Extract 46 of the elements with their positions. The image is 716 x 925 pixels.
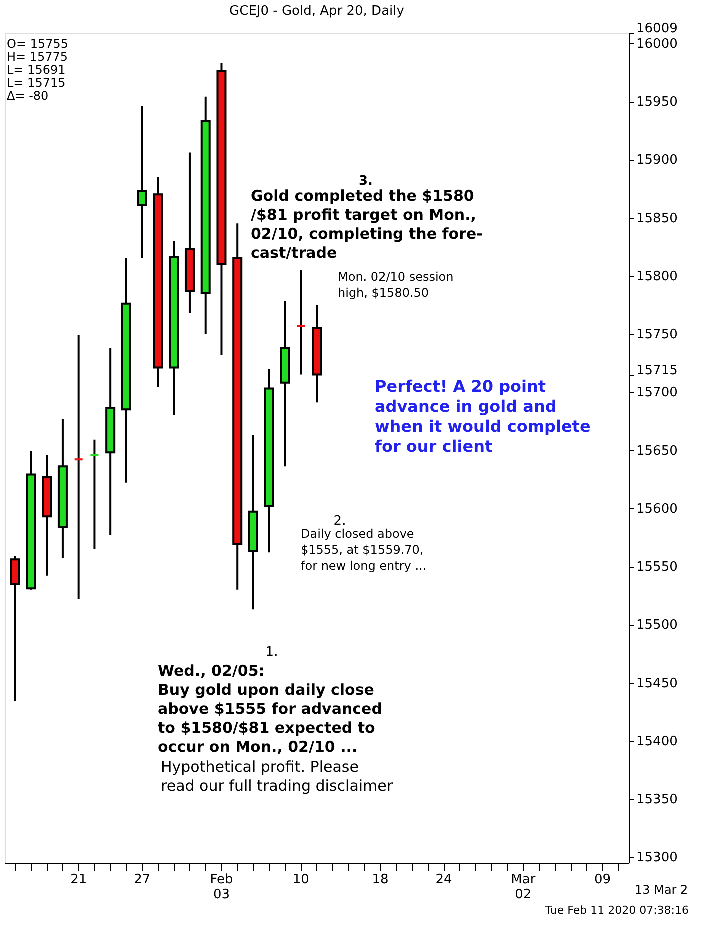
y-tick-label: 15350 — [636, 792, 678, 808]
text: Tue Feb 11 2020 07:38:16 — [544, 904, 689, 917]
annotation: L= 15691 — [7, 63, 66, 77]
x-tick-label: Feb 03 — [210, 872, 234, 902]
annotation: H= 15775 — [7, 50, 68, 64]
annotation: L= 15715 — [7, 76, 66, 90]
text: 13 Mar 2 — [635, 883, 688, 897]
x-tick-label: 18 — [372, 872, 389, 888]
chart-title: GCEJ0 - Gold, Apr 20, Daily — [230, 4, 405, 19]
candlestick — [74, 334, 84, 600]
y-tick-label: 15750 — [636, 328, 678, 343]
x-tick-label: 27 — [134, 872, 151, 888]
annotation: Daily closed above $1555, at $1559.70, for new long entry ... — [301, 527, 427, 573]
annotation: O= 15755 — [7, 37, 68, 51]
y-tick-label: 16009 — [636, 22, 678, 36]
y-tick-label: 15950 — [636, 95, 678, 110]
x-tick-label: 09 — [594, 872, 612, 888]
annotation: Wed., 02/05: Buy gold upon daily close above $1555 for advanced to $1580/$81 expected to occur on Mon., 02/10 ... — [158, 662, 382, 756]
candlestick — [90, 438, 100, 550]
x-tick-label: 21 — [70, 872, 88, 888]
y-tick-label: 15450 — [636, 676, 678, 692]
annotation: 3. — [359, 174, 373, 189]
annotation: 2. — [334, 514, 346, 529]
y-tick-label: 15500 — [636, 618, 678, 634]
y-tick-label: 15650 — [636, 444, 678, 459]
y-tick-label: 15850 — [636, 211, 678, 226]
y-tick-label: 15715 — [636, 363, 678, 378]
annotation: Perfect! A 20 point advance in gold and when it would complete for our client — [375, 377, 591, 456]
y-tick-label: 15300 — [636, 850, 678, 866]
y-tick-label: 15800 — [636, 269, 678, 284]
annotation: Hypothetical profit. Please read our full trading disclaimer — [161, 758, 394, 795]
y-tick-label: 15400 — [636, 734, 678, 750]
y-tick-label: 15600 — [636, 502, 678, 517]
y-tick-label: 15550 — [636, 560, 678, 576]
x-tick-label: 24 — [436, 872, 452, 888]
annotation: Δ= -80 — [7, 89, 49, 103]
candlestick — [137, 105, 148, 260]
y-tick-label: 16000 — [636, 36, 678, 52]
candlestick — [296, 269, 306, 376]
y-tick-label: 15700 — [636, 386, 678, 401]
x-tick-label: Mar 02 — [511, 872, 536, 902]
x-tick-label: 10 — [292, 872, 310, 888]
annotation: Gold completed the $1580 /$81 profit target on Mon., 02/10, completing the fore- cast/trade — [251, 187, 483, 262]
y-tick-label: 15900 — [636, 153, 678, 168]
annotation: 1. — [266, 645, 278, 660]
annotation: Mon. 02/10 session high, $1580.50 — [338, 270, 454, 300]
